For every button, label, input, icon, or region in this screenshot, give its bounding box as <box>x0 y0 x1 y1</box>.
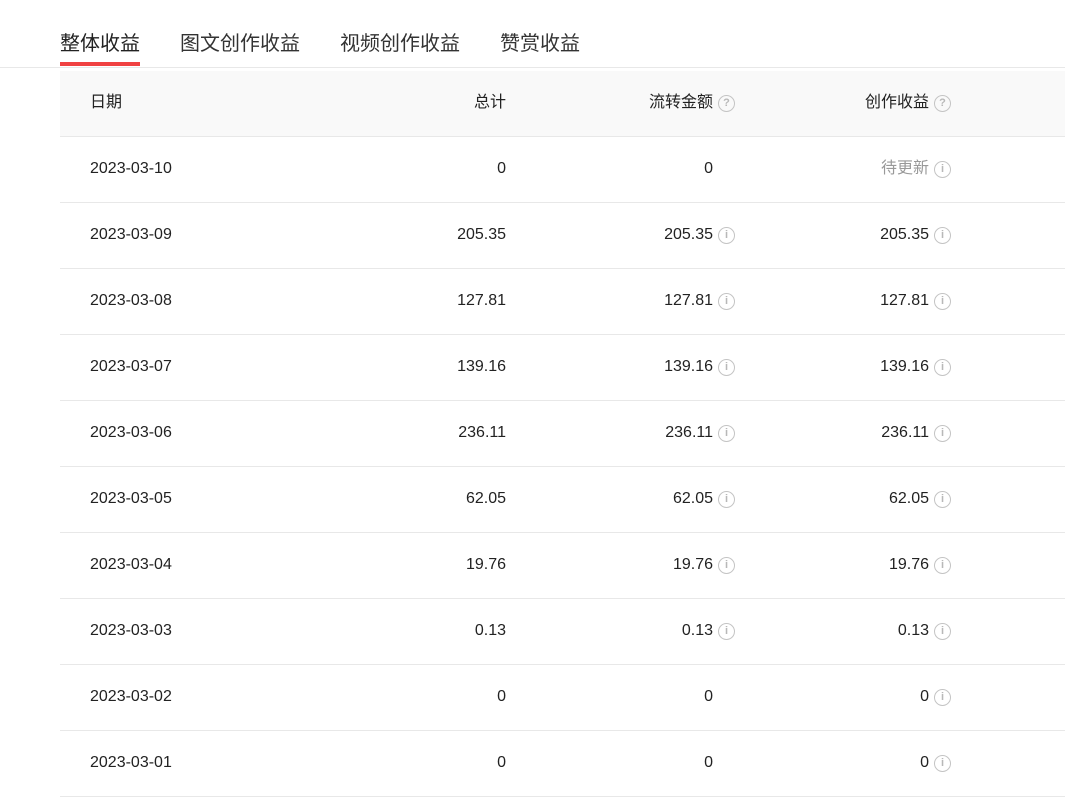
table-row: 2023-03-08 127.81 127.81 i 127.81 i <box>60 269 1065 335</box>
creation-cell: 139.16 <box>880 358 929 375</box>
date-cell: 2023-03-07 <box>90 358 172 375</box>
total-cell: 236.11 <box>458 424 506 441</box>
creation-cell: 0 <box>920 754 929 771</box>
creation-cell: 236.11 <box>881 424 929 441</box>
date-cell: 2023-03-09 <box>90 226 172 243</box>
tab-video-income[interactable]: 视频创作收益 <box>340 33 460 55</box>
table-row: 2023-03-06 236.11 236.11 i 236.11 i <box>60 401 1065 467</box>
info-icon[interactable]: i <box>934 425 951 442</box>
flow-cell: 139.16 <box>664 358 713 375</box>
header-total: 总计 <box>473 94 506 111</box>
total-cell: 62.05 <box>465 490 506 507</box>
flow-cell: 0 <box>704 688 713 705</box>
info-icon[interactable]: i <box>934 689 951 706</box>
creation-cell: 205.35 <box>880 226 929 243</box>
table-row: 2023-03-07 139.16 139.16 i 139.16 i <box>60 335 1065 401</box>
help-icon[interactable]: ? <box>934 95 951 112</box>
info-icon[interactable]: i <box>718 425 735 442</box>
total-cell: 19.76 <box>465 556 506 573</box>
flow-cell: 127.81 <box>664 292 713 309</box>
tab-tip-income[interactable]: 赞赏收益 <box>500 33 580 55</box>
table-row: 2023-03-03 0.13 0.13 i 0.13 i <box>60 599 1065 665</box>
table-row: 2023-03-02 0 0 0 i <box>60 665 1065 731</box>
flow-cell: 236.11 <box>665 424 713 441</box>
help-icon[interactable]: ? <box>718 95 735 112</box>
total-cell: 0.13 <box>474 622 506 639</box>
total-cell: 0 <box>497 754 506 771</box>
total-cell: 139.16 <box>457 358 506 375</box>
tab-bar: 整体收益 图文创作收益 视频创作收益 赞赏收益 <box>0 0 1065 68</box>
table-row: 2023-03-01 0 0 0 i <box>60 731 1065 797</box>
date-cell: 2023-03-01 <box>90 754 172 771</box>
creation-cell: 待更新 <box>880 160 929 177</box>
date-cell: 2023-03-08 <box>90 292 172 309</box>
header-creation: 创作收益 <box>864 94 929 111</box>
date-cell: 2023-03-03 <box>90 622 172 639</box>
date-cell: 2023-03-10 <box>90 160 172 177</box>
total-cell: 0 <box>497 688 506 705</box>
info-icon[interactable]: i <box>934 161 951 178</box>
info-icon[interactable]: i <box>934 557 951 574</box>
info-icon[interactable]: i <box>718 557 735 574</box>
total-cell: 127.81 <box>457 292 506 309</box>
date-cell: 2023-03-02 <box>90 688 172 705</box>
creation-cell: 62.05 <box>888 490 929 507</box>
table-row: 2023-03-09 205.35 205.35 i 205.35 i <box>60 203 1065 269</box>
info-icon[interactable]: i <box>718 491 735 508</box>
flow-cell: 19.76 <box>672 556 713 573</box>
creation-cell: 0.13 <box>897 622 929 639</box>
info-icon[interactable]: i <box>934 623 951 640</box>
tab-overall-income[interactable]: 整体收益 <box>60 27 140 66</box>
date-cell: 2023-03-04 <box>90 556 172 573</box>
info-icon[interactable]: i <box>934 755 951 772</box>
flow-cell: 0 <box>704 754 713 771</box>
total-cell: 0 <box>497 160 506 177</box>
header-date: 日期 <box>90 94 123 111</box>
date-cell: 2023-03-05 <box>90 490 172 507</box>
info-icon[interactable]: i <box>934 359 951 376</box>
table-header: 日期 总计 流转金额 ? 创作收益 ? <box>60 71 1065 137</box>
date-cell: 2023-03-06 <box>90 424 172 441</box>
flow-cell: 62.05 <box>672 490 713 507</box>
tab-article-income[interactable]: 图文创作收益 <box>180 33 300 55</box>
info-icon[interactable]: i <box>934 491 951 508</box>
info-icon[interactable]: i <box>934 227 951 244</box>
info-icon[interactable]: i <box>718 623 735 640</box>
table-row: 2023-03-10 0 0 待更新 i <box>60 137 1065 203</box>
header-flow: 流转金额 <box>648 94 713 111</box>
info-icon[interactable]: i <box>718 227 735 244</box>
flow-cell: 0 <box>704 160 713 177</box>
table-row: 2023-03-05 62.05 62.05 i 62.05 i <box>60 467 1065 533</box>
flow-cell: 205.35 <box>664 226 713 243</box>
info-icon[interactable]: i <box>718 359 735 376</box>
info-icon[interactable]: i <box>718 293 735 310</box>
creation-cell: 127.81 <box>880 292 929 309</box>
table-row: 2023-03-04 19.76 19.76 i 19.76 i <box>60 533 1065 599</box>
creation-cell: 0 <box>920 688 929 705</box>
flow-cell: 0.13 <box>681 622 713 639</box>
total-cell: 205.35 <box>457 226 506 243</box>
creation-cell: 19.76 <box>888 556 929 573</box>
info-icon[interactable]: i <box>934 293 951 310</box>
